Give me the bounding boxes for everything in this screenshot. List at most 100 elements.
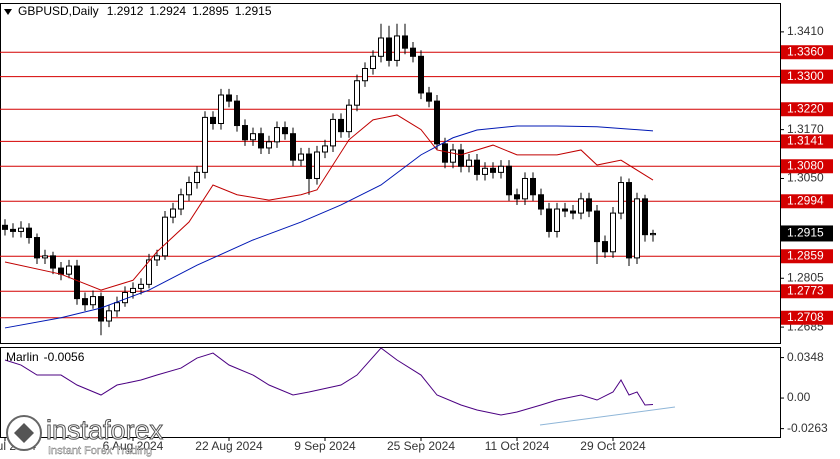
candle-body <box>322 145 328 153</box>
y-tick-label: 1.3050 <box>787 171 824 185</box>
candle-body <box>50 255 56 269</box>
y-tick-label: 1.3170 <box>787 122 824 136</box>
candle-body <box>186 182 192 196</box>
candle-body <box>242 125 248 141</box>
candle-body <box>362 68 368 82</box>
level-label-bg <box>781 69 833 84</box>
candle-body <box>346 104 352 133</box>
level-label-bg <box>781 194 833 209</box>
candle-body <box>594 210 600 243</box>
candle-body <box>234 100 240 127</box>
indicator-header: Marlin -0.0056 <box>6 350 85 364</box>
candle-body <box>330 118 336 147</box>
candle-body <box>194 171 200 184</box>
candle-body <box>122 292 128 304</box>
candle-body <box>18 227 24 232</box>
level-label-bg <box>781 134 833 149</box>
candle-body <box>282 127 288 135</box>
candle-body <box>90 296 96 306</box>
level-label: 1.3300 <box>787 69 824 83</box>
candle-body <box>490 167 496 173</box>
candle-body <box>114 302 120 312</box>
candle-body <box>650 232 656 236</box>
price-label-bg <box>781 225 833 242</box>
indicator-line <box>4 347 654 416</box>
x-tick-label: 6 Aug 2024 <box>103 439 164 453</box>
candle-body <box>538 194 544 210</box>
candle-body <box>106 310 112 322</box>
level-label: 1.2773 <box>787 283 824 297</box>
level-label-bg <box>781 284 833 299</box>
candle-body <box>370 55 376 70</box>
symbol: GBPUSD,Daily <box>18 4 99 18</box>
candle-body <box>466 159 472 167</box>
candle-body <box>250 133 256 141</box>
candle-body <box>162 216 168 257</box>
candle-body <box>170 208 176 218</box>
candle-body <box>578 198 584 214</box>
x-tick-label: 25 Sep 2024 <box>387 439 455 453</box>
trend-line <box>539 406 676 426</box>
candle-body <box>570 210 576 214</box>
candle-body <box>402 35 408 49</box>
price-label: 1.2915 <box>787 226 824 240</box>
level-label-bg <box>781 45 833 60</box>
candle-body <box>498 165 504 173</box>
candle-body <box>530 177 536 196</box>
candle-body <box>74 265 80 300</box>
candle-body <box>10 228 16 232</box>
candle-body <box>426 92 432 102</box>
candle-body <box>450 149 456 163</box>
candle-body <box>482 167 488 175</box>
indicator-value: -0.0056 <box>44 350 85 364</box>
candle-body <box>42 255 48 259</box>
x-tick-label: 11 Oct 2024 <box>485 439 550 453</box>
plot-layer: 1.34101.31701.30501.28051.26851.33601.33… <box>0 23 833 453</box>
indicator-pane <box>0 347 781 438</box>
candle-body <box>306 153 312 179</box>
candle-body <box>34 237 40 259</box>
candle-body <box>602 241 608 253</box>
level-label-bg <box>781 159 833 174</box>
y-tick-label: 1.3410 <box>787 24 824 38</box>
candle-body <box>546 208 552 232</box>
candle-body <box>178 194 184 210</box>
candle-body <box>442 143 448 163</box>
indicator-tick-label: 0.0348 <box>787 350 824 364</box>
candle-body <box>338 118 344 133</box>
logo-mark <box>14 423 34 443</box>
candle-body <box>610 212 616 253</box>
brand: instaforex <box>46 415 164 445</box>
menu-arrow <box>4 9 12 15</box>
candle-body <box>146 259 152 285</box>
high: 1.2924 <box>149 4 186 18</box>
candle-body <box>58 267 64 275</box>
level-label: 1.3220 <box>787 101 824 115</box>
candle-body <box>298 153 304 161</box>
level-label: 1.3360 <box>787 44 824 58</box>
candle-body <box>266 141 272 149</box>
tagline: Instant Forex Trading <box>48 445 152 457</box>
low: 1.2895 <box>192 4 229 18</box>
open: 1.2912 <box>107 4 144 18</box>
level-label-bg <box>781 102 833 117</box>
level-label: 1.2859 <box>787 248 824 262</box>
close: 1.2915 <box>235 4 272 18</box>
level-label: 1.2994 <box>787 193 824 207</box>
candle-body <box>642 198 648 236</box>
candle-body <box>514 194 520 200</box>
level-label: 1.3141 <box>787 134 824 148</box>
candle-body <box>314 151 320 179</box>
indicator-tick-label: -0.0263 <box>787 421 828 435</box>
candle-body <box>626 182 632 259</box>
candle-body <box>394 35 400 61</box>
candle-body <box>2 224 8 230</box>
candle-body <box>522 177 528 200</box>
x-tick-label: 29 Oct 2024 <box>580 439 646 453</box>
x-tick-label: 9 Sep 2024 <box>294 439 356 453</box>
candle-body <box>138 283 144 289</box>
main-pane <box>0 3 781 344</box>
candle-body <box>410 47 416 57</box>
candle-body <box>458 149 464 167</box>
